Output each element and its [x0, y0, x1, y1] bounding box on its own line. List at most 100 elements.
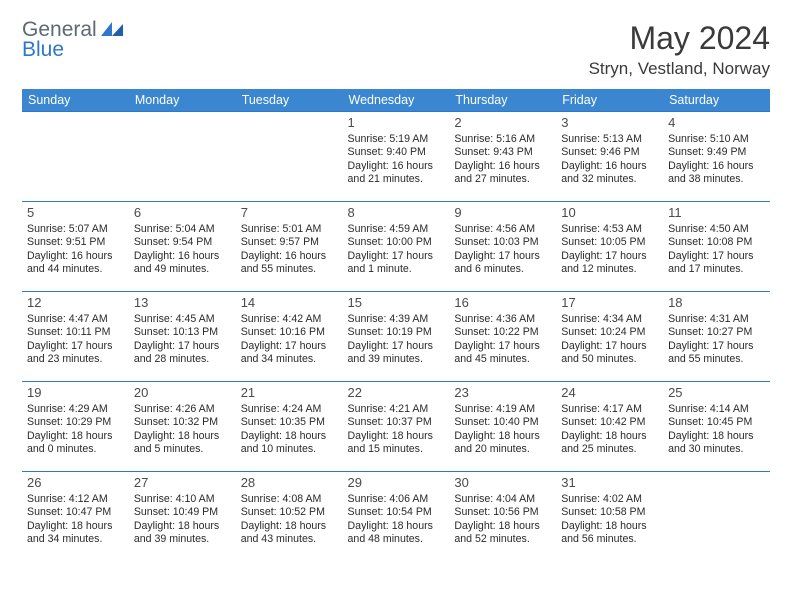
sunrise-line: Sunrise: 5:10 AM — [668, 133, 765, 147]
calendar-cell: 8Sunrise: 4:59 AMSunset: 10:00 PMDayligh… — [343, 202, 450, 292]
calendar-cell: 3Sunrise: 5:13 AMSunset: 9:46 PMDaylight… — [556, 112, 663, 202]
day-number: 28 — [241, 475, 338, 492]
day-number: 5 — [27, 205, 124, 222]
daylight-line: Daylight: 16 hours and 44 minutes. — [27, 250, 124, 277]
sunset-line: Sunset: 10:19 PM — [348, 326, 445, 340]
sunset-line: Sunset: 10:40 PM — [454, 416, 551, 430]
daylight-line: Daylight: 17 hours and 1 minute. — [348, 250, 445, 277]
sunset-line: Sunset: 10:16 PM — [241, 326, 338, 340]
daylight-line: Daylight: 16 hours and 49 minutes. — [134, 250, 231, 277]
sunrise-line: Sunrise: 4:50 AM — [668, 223, 765, 237]
day-number: 20 — [134, 385, 231, 402]
sunrise-line: Sunrise: 5:07 AM — [27, 223, 124, 237]
brand-logo: General Blue — [22, 20, 123, 60]
day-number: 30 — [454, 475, 551, 492]
calendar-head: SundayMondayTuesdayWednesdayThursdayFrid… — [22, 89, 770, 112]
sunset-line: Sunset: 10:45 PM — [668, 416, 765, 430]
calendar-cell: 12Sunrise: 4:47 AMSunset: 10:11 PMDaylig… — [22, 292, 129, 382]
weekday-header: Friday — [556, 89, 663, 112]
daylight-line: Daylight: 18 hours and 43 minutes. — [241, 520, 338, 547]
daylight-line: Daylight: 18 hours and 5 minutes. — [134, 430, 231, 457]
sunrise-line: Sunrise: 4:12 AM — [27, 493, 124, 507]
day-number: 11 — [668, 205, 765, 222]
sunrise-line: Sunrise: 4:42 AM — [241, 313, 338, 327]
sunset-line: Sunset: 10:05 PM — [561, 236, 658, 250]
daylight-line: Daylight: 17 hours and 28 minutes. — [134, 340, 231, 367]
day-number: 12 — [27, 295, 124, 312]
daylight-line: Daylight: 17 hours and 23 minutes. — [27, 340, 124, 367]
daylight-line: Daylight: 16 hours and 55 minutes. — [241, 250, 338, 277]
daylight-line: Daylight: 16 hours and 27 minutes. — [454, 160, 551, 187]
daylight-line: Daylight: 18 hours and 15 minutes. — [348, 430, 445, 457]
sunset-line: Sunset: 9:43 PM — [454, 146, 551, 160]
sunrise-line: Sunrise: 4:04 AM — [454, 493, 551, 507]
title-block: May 2024 Stryn, Vestland, Norway — [589, 20, 770, 79]
day-number: 24 — [561, 385, 658, 402]
day-number: 29 — [348, 475, 445, 492]
daylight-line: Daylight: 18 hours and 20 minutes. — [454, 430, 551, 457]
calendar-cell: 21Sunrise: 4:24 AMSunset: 10:35 PMDaylig… — [236, 382, 343, 472]
day-number: 18 — [668, 295, 765, 312]
daylight-line: Daylight: 17 hours and 39 minutes. — [348, 340, 445, 367]
calendar-cell: 20Sunrise: 4:26 AMSunset: 10:32 PMDaylig… — [129, 382, 236, 472]
sunrise-line: Sunrise: 4:36 AM — [454, 313, 551, 327]
calendar-cell: 25Sunrise: 4:14 AMSunset: 10:45 PMDaylig… — [663, 382, 770, 472]
sunset-line: Sunset: 9:51 PM — [27, 236, 124, 250]
daylight-line: Daylight: 18 hours and 48 minutes. — [348, 520, 445, 547]
calendar-cell: 29Sunrise: 4:06 AMSunset: 10:54 PMDaylig… — [343, 472, 450, 562]
daylight-line: Daylight: 18 hours and 10 minutes. — [241, 430, 338, 457]
daylight-line: Daylight: 18 hours and 30 minutes. — [668, 430, 765, 457]
sunset-line: Sunset: 10:08 PM — [668, 236, 765, 250]
daylight-line: Daylight: 17 hours and 17 minutes. — [668, 250, 765, 277]
calendar-week: 12Sunrise: 4:47 AMSunset: 10:11 PMDaylig… — [22, 292, 770, 382]
calendar-cell: 1Sunrise: 5:19 AMSunset: 9:40 PMDaylight… — [343, 112, 450, 202]
calendar-cell: 6Sunrise: 5:04 AMSunset: 9:54 PMDaylight… — [129, 202, 236, 292]
month-title: May 2024 — [589, 20, 770, 57]
day-number: 8 — [348, 205, 445, 222]
sunrise-line: Sunrise: 4:31 AM — [668, 313, 765, 327]
sunset-line: Sunset: 10:00 PM — [348, 236, 445, 250]
calendar-cell: 10Sunrise: 4:53 AMSunset: 10:05 PMDaylig… — [556, 202, 663, 292]
sunset-line: Sunset: 10:22 PM — [454, 326, 551, 340]
calendar-cell — [22, 112, 129, 202]
sunrise-line: Sunrise: 4:10 AM — [134, 493, 231, 507]
sunset-line: Sunset: 10:24 PM — [561, 326, 658, 340]
weekday-header: Wednesday — [343, 89, 450, 112]
calendar-cell: 14Sunrise: 4:42 AMSunset: 10:16 PMDaylig… — [236, 292, 343, 382]
calendar-cell: 9Sunrise: 4:56 AMSunset: 10:03 PMDayligh… — [449, 202, 556, 292]
sunset-line: Sunset: 10:54 PM — [348, 506, 445, 520]
day-number: 15 — [348, 295, 445, 312]
calendar-cell: 24Sunrise: 4:17 AMSunset: 10:42 PMDaylig… — [556, 382, 663, 472]
sunrise-line: Sunrise: 4:14 AM — [668, 403, 765, 417]
calendar-cell: 13Sunrise: 4:45 AMSunset: 10:13 PMDaylig… — [129, 292, 236, 382]
sunrise-line: Sunrise: 5:19 AM — [348, 133, 445, 147]
sunset-line: Sunset: 10:03 PM — [454, 236, 551, 250]
sunset-line: Sunset: 10:56 PM — [454, 506, 551, 520]
weekday-header: Tuesday — [236, 89, 343, 112]
calendar-week: 1Sunrise: 5:19 AMSunset: 9:40 PMDaylight… — [22, 112, 770, 202]
brand-word2: Blue — [22, 40, 123, 60]
sunset-line: Sunset: 9:49 PM — [668, 146, 765, 160]
day-number: 6 — [134, 205, 231, 222]
sunrise-line: Sunrise: 4:53 AM — [561, 223, 658, 237]
weekday-header: Saturday — [663, 89, 770, 112]
sunrise-line: Sunrise: 5:01 AM — [241, 223, 338, 237]
header: General Blue May 2024 Stryn, Vestland, N… — [22, 20, 770, 79]
calendar-cell: 15Sunrise: 4:39 AMSunset: 10:19 PMDaylig… — [343, 292, 450, 382]
daylight-line: Daylight: 18 hours and 39 minutes. — [134, 520, 231, 547]
sunrise-line: Sunrise: 4:56 AM — [454, 223, 551, 237]
sunrise-line: Sunrise: 4:47 AM — [27, 313, 124, 327]
calendar-cell: 17Sunrise: 4:34 AMSunset: 10:24 PMDaylig… — [556, 292, 663, 382]
sunrise-line: Sunrise: 4:26 AM — [134, 403, 231, 417]
sunrise-line: Sunrise: 4:19 AM — [454, 403, 551, 417]
calendar-cell: 18Sunrise: 4:31 AMSunset: 10:27 PMDaylig… — [663, 292, 770, 382]
sunset-line: Sunset: 9:57 PM — [241, 236, 338, 250]
calendar-cell: 31Sunrise: 4:02 AMSunset: 10:58 PMDaylig… — [556, 472, 663, 562]
calendar-cell: 5Sunrise: 5:07 AMSunset: 9:51 PMDaylight… — [22, 202, 129, 292]
day-number: 25 — [668, 385, 765, 402]
sunrise-line: Sunrise: 4:45 AM — [134, 313, 231, 327]
calendar-body: 1Sunrise: 5:19 AMSunset: 9:40 PMDaylight… — [22, 112, 770, 562]
sunrise-line: Sunrise: 4:24 AM — [241, 403, 338, 417]
location: Stryn, Vestland, Norway — [589, 59, 770, 79]
calendar-cell: 30Sunrise: 4:04 AMSunset: 10:56 PMDaylig… — [449, 472, 556, 562]
